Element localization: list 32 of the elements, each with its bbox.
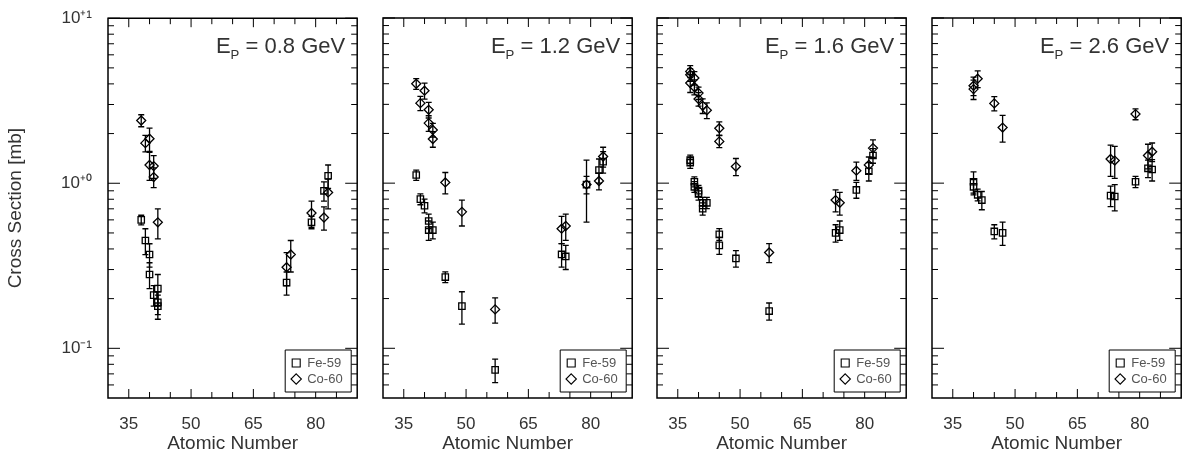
x-tick-label: 35 [943, 413, 963, 433]
x-axis-title: Atomic Number [716, 431, 848, 453]
x-axis-title: Atomic Number [442, 431, 574, 453]
x-tick-label: 35 [119, 413, 139, 433]
y-tick-label: 10⁺¹ [61, 7, 93, 27]
legend-label: Fe-59 [582, 354, 617, 370]
x-tick-label: 65 [518, 413, 538, 433]
x-tick-label: 50 [181, 413, 201, 433]
x-tick-label: 50 [1005, 413, 1025, 433]
legend-label: Co-60 [307, 370, 343, 386]
legend-label: Fe-59 [307, 354, 342, 370]
y-axis-title: Cross Section [mb] [3, 127, 25, 289]
x-axis-title: Atomic Number [167, 431, 299, 453]
legend-label: Co-60 [1131, 370, 1167, 386]
x-tick-label: 50 [456, 413, 476, 433]
y-tick-label: 10⁺⁰ [61, 172, 92, 192]
legend-label: Co-60 [856, 370, 892, 386]
x-axis-title: Atomic Number [991, 431, 1123, 453]
x-tick-label: 80 [1130, 413, 1150, 433]
x-tick-label: 65 [792, 413, 812, 433]
x-tick-label: 80 [306, 413, 326, 433]
x-tick-label: 65 [243, 413, 263, 433]
x-tick-label: 80 [581, 413, 601, 433]
x-tick-label: 50 [730, 413, 750, 433]
x-tick-label: 65 [1067, 413, 1087, 433]
legend-label: Fe-59 [856, 354, 891, 370]
legend-label: Fe-59 [1131, 354, 1166, 370]
legend-label: Co-60 [582, 370, 618, 386]
x-tick-label: 80 [855, 413, 875, 433]
x-tick-label: 35 [668, 413, 688, 433]
x-tick-label: 35 [394, 413, 414, 433]
y-tick-label: 10⁻¹ [61, 338, 93, 357]
